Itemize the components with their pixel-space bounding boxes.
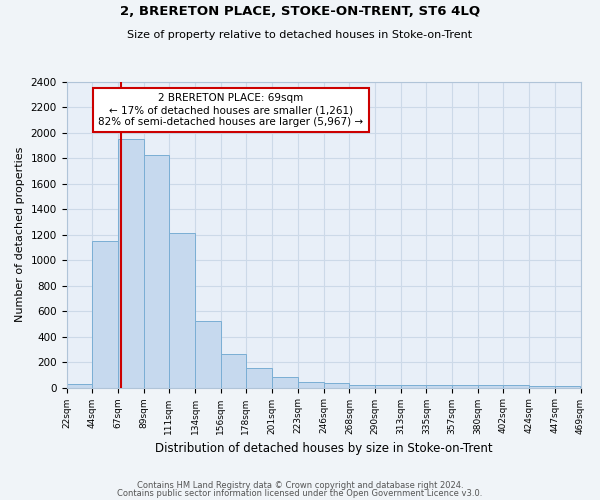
Text: Size of property relative to detached houses in Stoke-on-Trent: Size of property relative to detached ho… <box>127 30 473 40</box>
Bar <box>92 241 118 388</box>
Text: 2, BRERETON PLACE, STOKE-ON-TRENT, ST6 4LQ: 2, BRERETON PLACE, STOKE-ON-TRENT, ST6 4… <box>120 5 480 18</box>
Bar <box>169 233 196 388</box>
Bar <box>118 140 143 388</box>
Text: Contains HM Land Registry data © Crown copyright and database right 2024.: Contains HM Land Registry data © Crown c… <box>137 481 463 490</box>
Bar <box>349 385 374 388</box>
Bar <box>427 385 452 388</box>
X-axis label: Distribution of detached houses by size in Stoke-on-Trent: Distribution of detached houses by size … <box>155 442 493 455</box>
Bar <box>374 385 401 388</box>
Bar <box>143 154 169 388</box>
Bar <box>67 384 92 388</box>
Bar <box>478 385 503 388</box>
Bar <box>246 368 272 388</box>
Bar <box>298 382 324 388</box>
Bar <box>401 385 427 388</box>
Bar <box>272 376 298 388</box>
Text: Contains public sector information licensed under the Open Government Licence v3: Contains public sector information licen… <box>118 488 482 498</box>
Bar <box>324 382 349 388</box>
Bar <box>221 354 246 388</box>
Y-axis label: Number of detached properties: Number of detached properties <box>15 147 25 322</box>
Bar <box>452 385 478 388</box>
Bar <box>555 386 580 388</box>
Bar <box>529 386 555 388</box>
Bar <box>196 322 221 388</box>
Bar <box>503 385 529 388</box>
Text: 2 BRERETON PLACE: 69sqm
← 17% of detached houses are smaller (1,261)
82% of semi: 2 BRERETON PLACE: 69sqm ← 17% of detache… <box>98 94 364 126</box>
